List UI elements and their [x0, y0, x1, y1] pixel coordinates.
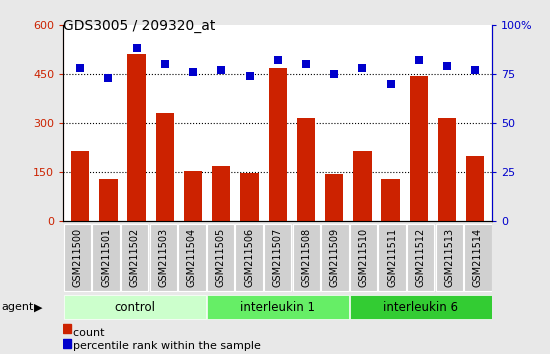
Point	[104, 75, 113, 81]
Bar	[184, 171, 202, 221]
Bar	[240, 173, 258, 221]
Bar	[436, 224, 463, 291]
Point	[415, 57, 424, 63]
Point	[161, 61, 169, 67]
Text: GSM211502: GSM211502	[130, 228, 140, 287]
Text: GSM211503: GSM211503	[158, 228, 168, 287]
Bar	[350, 224, 377, 291]
Point	[330, 71, 339, 77]
Text: GSM211514: GSM211514	[473, 228, 483, 287]
Bar	[212, 166, 230, 221]
Point	[443, 63, 452, 69]
Bar	[207, 295, 349, 319]
Text: control: control	[114, 301, 155, 314]
Text: percentile rank within the sample: percentile rank within the sample	[66, 341, 261, 351]
Bar	[64, 295, 206, 319]
Bar	[353, 151, 372, 221]
Point	[76, 65, 85, 71]
Bar	[235, 224, 263, 291]
Bar	[207, 224, 234, 291]
Bar	[178, 224, 206, 291]
Bar	[466, 156, 485, 221]
Bar	[92, 224, 120, 291]
Bar	[71, 151, 89, 221]
Bar	[268, 68, 287, 221]
Text: GSM211506: GSM211506	[244, 228, 254, 287]
Point	[471, 67, 480, 73]
Text: agent: agent	[1, 302, 34, 312]
Bar	[63, 324, 71, 333]
Point	[217, 67, 226, 73]
Bar	[382, 179, 400, 221]
Bar	[264, 224, 292, 291]
Point	[358, 65, 367, 71]
Bar	[64, 224, 91, 291]
Bar	[378, 224, 406, 291]
Point	[273, 57, 282, 63]
Bar	[321, 224, 349, 291]
Point	[386, 81, 395, 87]
Text: GSM211501: GSM211501	[101, 228, 111, 287]
Point	[301, 61, 310, 67]
Text: count: count	[66, 328, 104, 338]
Text: interleukin 6: interleukin 6	[383, 301, 458, 314]
Text: GSM211504: GSM211504	[187, 228, 197, 287]
Bar	[99, 179, 118, 221]
Bar	[407, 224, 434, 291]
Text: GDS3005 / 209320_at: GDS3005 / 209320_at	[63, 19, 216, 34]
Bar	[156, 113, 174, 221]
Bar	[410, 75, 428, 221]
Bar	[121, 224, 148, 291]
Text: GSM211510: GSM211510	[359, 228, 369, 287]
Text: interleukin 1: interleukin 1	[240, 301, 315, 314]
Bar	[325, 175, 343, 221]
Bar	[128, 54, 146, 221]
Point	[245, 73, 254, 79]
Text: GSM211505: GSM211505	[216, 228, 225, 287]
Bar	[63, 338, 71, 348]
Text: ▶: ▶	[34, 302, 42, 312]
Text: GSM211508: GSM211508	[301, 228, 311, 287]
Text: GSM211507: GSM211507	[273, 228, 283, 287]
Bar	[350, 295, 492, 319]
Point	[189, 69, 197, 75]
Bar	[293, 224, 320, 291]
Bar	[150, 224, 177, 291]
Bar	[297, 118, 315, 221]
Text: GSM211512: GSM211512	[416, 228, 426, 287]
Point	[132, 46, 141, 51]
Bar	[464, 224, 492, 291]
Bar	[438, 118, 456, 221]
Text: GSM211511: GSM211511	[387, 228, 397, 287]
Text: GSM211509: GSM211509	[330, 228, 340, 287]
Text: GSM211513: GSM211513	[444, 228, 454, 287]
Text: GSM211500: GSM211500	[73, 228, 82, 287]
